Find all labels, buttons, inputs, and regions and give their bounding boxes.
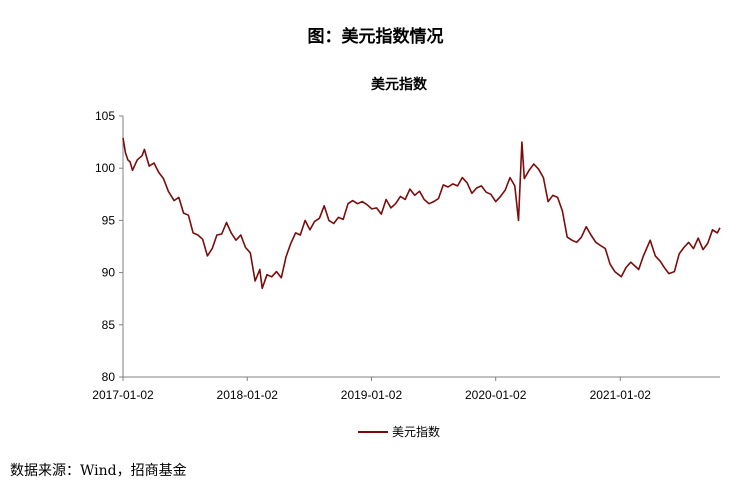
- y-tick-label: 105: [95, 109, 115, 123]
- y-tick-label: 85: [102, 318, 116, 332]
- source-note: 数据来源：Wind，招商基金: [10, 463, 187, 479]
- series-line-usd-index: [122, 137, 721, 290]
- x-tick-label: 2020-01-02: [465, 388, 527, 402]
- x-tick-label: 2021-01-02: [590, 388, 652, 402]
- x-tick-label: 2018-01-02: [217, 388, 279, 402]
- figure-title: 图：美元指数情况: [307, 27, 444, 47]
- x-tick-label: 2017-01-02: [92, 388, 154, 402]
- y-tick-label: 90: [102, 266, 116, 280]
- y-tick-label: 100: [95, 161, 115, 175]
- x-axis-ticks: 2017-01-02 2018-01-02 2019-01-02 2020-01-02…: [92, 377, 651, 402]
- y-axis-ticks: 80 85 90 95 100 105: [95, 109, 123, 384]
- y-tick-label: 80: [102, 370, 116, 384]
- y-tick-label: 95: [102, 213, 116, 227]
- x-tick-label: 2019-01-02: [341, 388, 403, 402]
- legend: 美元指数: [358, 424, 440, 439]
- chart-title: 美元指数: [371, 76, 428, 93]
- legend-label: 美元指数: [392, 424, 440, 439]
